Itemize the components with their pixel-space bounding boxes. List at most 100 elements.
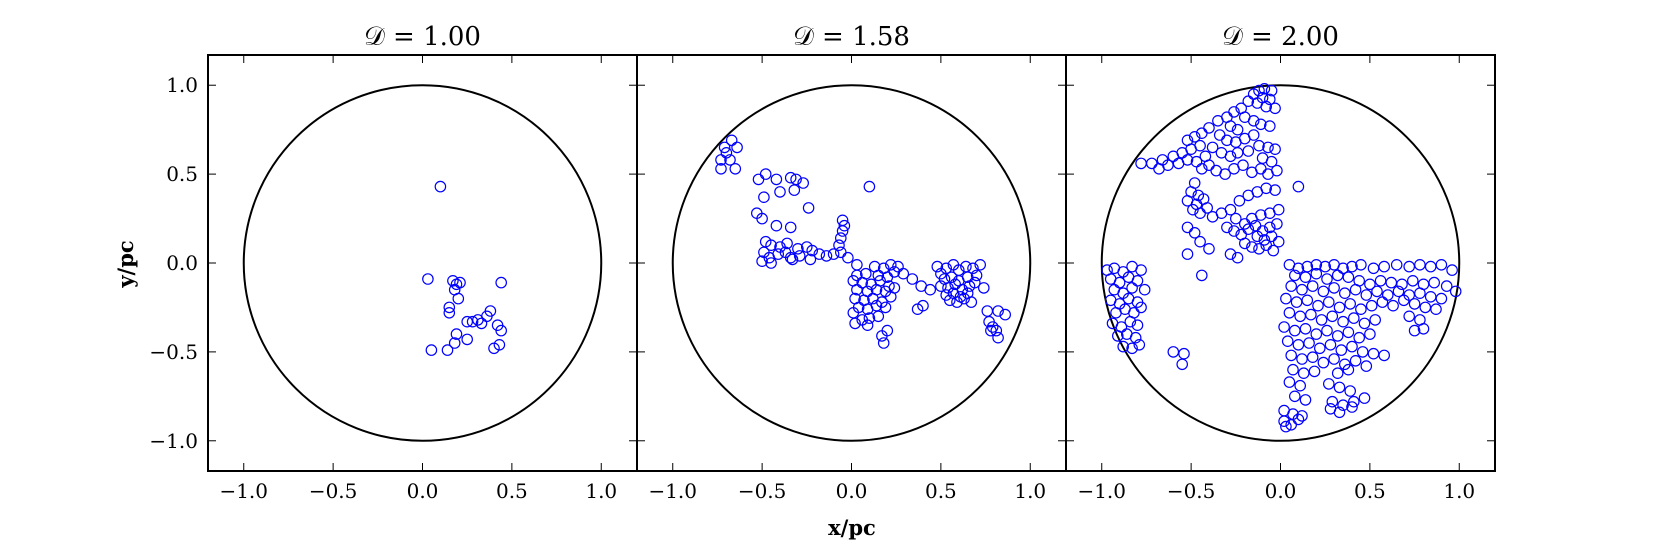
- boundary-circle: [242, 84, 603, 442]
- data-point: [1294, 310, 1306, 323]
- x-tick-label: 1.0: [585, 479, 617, 503]
- data-point: [1262, 141, 1274, 154]
- data-point: [1424, 260, 1437, 273]
- data-point: [1221, 134, 1233, 147]
- data-point: [1342, 363, 1355, 376]
- data-point: [943, 294, 956, 307]
- data-point: [1246, 241, 1258, 253]
- data-point: [834, 232, 847, 244]
- y-axis-label: y/pc: [113, 240, 138, 288]
- data-point: [1292, 180, 1305, 193]
- data-point: [888, 266, 901, 278]
- data-point: [1335, 344, 1348, 356]
- data-point: [1349, 354, 1362, 367]
- data-point: [906, 273, 919, 285]
- data-point: [1387, 299, 1399, 312]
- data-point: [443, 306, 456, 319]
- data-point: [792, 243, 804, 255]
- data-point: [1260, 100, 1272, 113]
- data-point: [1419, 301, 1432, 314]
- data-point: [1392, 285, 1405, 298]
- data-point: [836, 225, 849, 237]
- data-point: [770, 173, 783, 186]
- data-point: [758, 191, 770, 203]
- data-point: [765, 257, 777, 269]
- data-point: [1299, 322, 1312, 335]
- panel-1: 𝒟 = 1.00 −1.0 −0.5 0.0 0.5 1.0 −1.0 −0.5 0.0 0.5 1…: [149, 22, 638, 503]
- data-point: [1331, 269, 1344, 282]
- data-point: [851, 258, 863, 271]
- x-tick-label: 0.0: [1265, 479, 1297, 503]
- data-point: [765, 239, 777, 251]
- data-point: [1176, 358, 1188, 371]
- data-point: [1112, 330, 1124, 342]
- data-point: [877, 337, 890, 349]
- data-point: [1283, 376, 1296, 388]
- panel-frame: [1065, 54, 1496, 472]
- data-point: [1403, 260, 1415, 273]
- y-tick-label: 0.0: [166, 251, 198, 275]
- data-point: [842, 251, 854, 264]
- data-point: [1188, 227, 1201, 239]
- data-point: [872, 310, 885, 323]
- data-point: [1346, 260, 1358, 273]
- panel-title: 𝒟 = 1.58: [793, 22, 910, 52]
- data-point: [985, 324, 997, 337]
- data-point: [881, 324, 894, 337]
- data-point: [488, 342, 500, 355]
- data-point: [879, 301, 892, 314]
- data-point: [443, 301, 456, 314]
- data-point: [1333, 301, 1346, 314]
- data-point: [1126, 282, 1138, 294]
- data-point: [1353, 331, 1365, 344]
- data-point: [461, 333, 473, 346]
- data-point: [1253, 139, 1265, 152]
- data-point: [1129, 331, 1142, 344]
- data-point: [1414, 258, 1426, 271]
- data-point: [1133, 338, 1146, 351]
- data-point: [1272, 235, 1285, 248]
- data-point: [965, 296, 978, 308]
- data-point: [1301, 294, 1314, 307]
- x-tick-label: −0.5: [738, 479, 787, 503]
- x-tick-label: 0.0: [407, 479, 439, 503]
- panel-title: 𝒟 = 1.00: [364, 22, 481, 52]
- data-point: [786, 253, 799, 266]
- data-point: [1188, 131, 1201, 143]
- data-point: [425, 344, 438, 356]
- data-point: [1131, 274, 1144, 287]
- data-point: [1264, 120, 1276, 132]
- data-point: [1131, 319, 1144, 331]
- data-point: [1396, 278, 1408, 291]
- data-point: [884, 258, 897, 271]
- data-point: [472, 314, 484, 326]
- data-point: [1267, 244, 1280, 257]
- data-point: [1344, 298, 1356, 310]
- x-tick-label: 0.5: [496, 479, 528, 503]
- data-point: [827, 248, 840, 260]
- panel-3: 𝒟 = 2.00 −1.0 −0.5 0.0 0.5 1.0: [1065, 22, 1496, 503]
- data-point: [1348, 312, 1360, 324]
- y-tick-label: −0.5: [149, 340, 198, 364]
- data-point: [1247, 129, 1260, 141]
- data-point: [1346, 340, 1358, 353]
- data-point: [1265, 84, 1278, 97]
- data-point: [1326, 395, 1339, 408]
- data-point: [1435, 292, 1448, 305]
- data-point: [752, 173, 765, 186]
- data-point: [1305, 308, 1317, 321]
- data-point: [1292, 413, 1305, 426]
- data-point: [1367, 262, 1380, 275]
- data-point: [1258, 83, 1271, 95]
- data-point: [770, 219, 783, 232]
- data-point: [1344, 385, 1356, 397]
- data-point: [797, 177, 809, 189]
- data-point: [897, 267, 910, 280]
- data-point: [1242, 145, 1255, 157]
- data-point: [1269, 184, 1281, 196]
- data-point: [1272, 203, 1285, 216]
- data-point: [1337, 315, 1349, 328]
- data-point: [1331, 330, 1344, 342]
- data-point: [1367, 347, 1380, 360]
- data-point: [1221, 221, 1233, 234]
